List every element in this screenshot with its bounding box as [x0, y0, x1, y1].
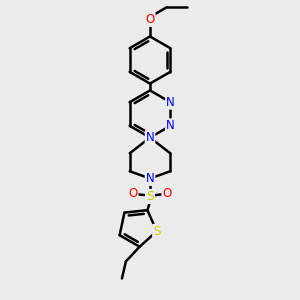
- Text: N: N: [166, 96, 175, 109]
- Text: N: N: [146, 172, 154, 185]
- Text: N: N: [146, 131, 154, 144]
- Text: O: O: [146, 13, 154, 26]
- Text: N: N: [166, 119, 175, 132]
- Text: O: O: [128, 187, 138, 200]
- Text: S: S: [153, 225, 160, 238]
- Text: O: O: [162, 187, 172, 200]
- Text: S: S: [146, 190, 154, 203]
